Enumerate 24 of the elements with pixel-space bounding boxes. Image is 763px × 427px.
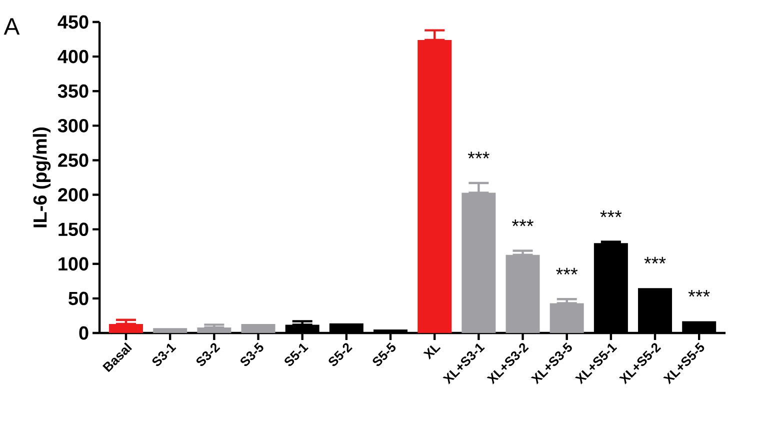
y-tick-label: 350 xyxy=(58,84,88,98)
y-tick-label: 250 xyxy=(58,154,88,167)
annotation: *** xyxy=(600,210,622,218)
bar xyxy=(506,254,540,333)
bar xyxy=(241,324,276,333)
annotation: *** xyxy=(644,256,666,264)
text: A xyxy=(4,18,20,35)
bar xyxy=(462,192,496,333)
annotation: *** xyxy=(556,268,578,275)
y-tick-label: 50 xyxy=(68,292,88,306)
y-tick-label: 0 xyxy=(79,326,88,340)
bar xyxy=(418,40,452,333)
annotation: *** xyxy=(512,220,534,226)
annotation: *** xyxy=(468,152,490,158)
y-tick-label: 400 xyxy=(58,50,88,64)
y-tick-label: 150 xyxy=(58,222,88,236)
y-axis-title: IL-6 (pg/ml) xyxy=(32,127,51,228)
x-tick-label: XL xyxy=(423,345,441,360)
y-tick-label: 300 xyxy=(58,118,88,132)
bar xyxy=(153,328,188,333)
annotation: *** xyxy=(688,290,710,297)
y-tick-label: 100 xyxy=(58,257,88,271)
y-tick-label: 450 xyxy=(58,15,88,29)
y-tick-label: 200 xyxy=(58,188,88,202)
